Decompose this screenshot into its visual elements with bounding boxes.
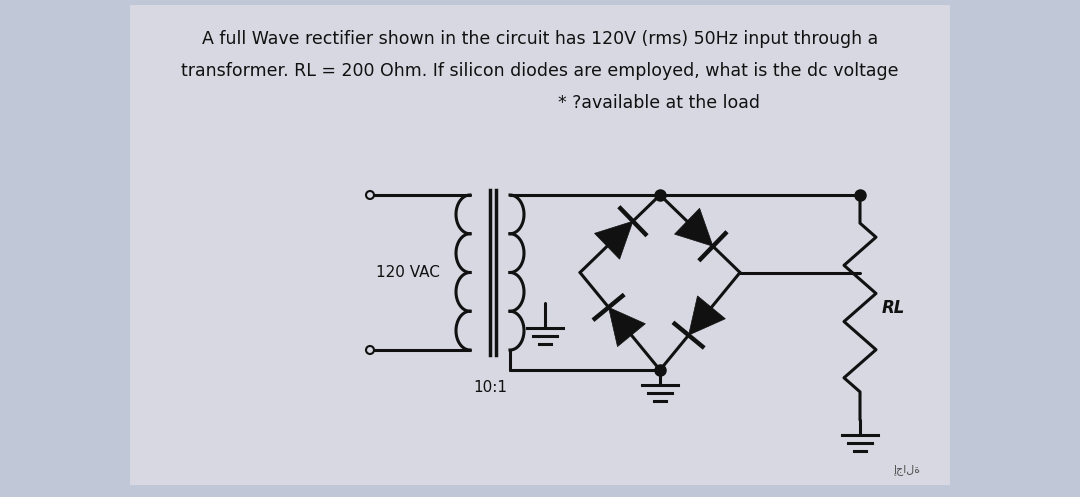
Text: * ?available at the load: * ?available at the load bbox=[558, 94, 760, 112]
Polygon shape bbox=[609, 307, 646, 346]
Polygon shape bbox=[689, 296, 726, 335]
FancyBboxPatch shape bbox=[130, 5, 950, 485]
Text: 120 VAC: 120 VAC bbox=[376, 265, 440, 280]
Text: A full Wave rectifier shown in the circuit has 120V (rms) 50Hz input through a: A full Wave rectifier shown in the circu… bbox=[202, 30, 878, 48]
Text: 10:1: 10:1 bbox=[473, 380, 507, 395]
Polygon shape bbox=[675, 208, 713, 247]
Text: RL: RL bbox=[882, 299, 905, 317]
Text: إجالة: إجالة bbox=[893, 464, 920, 475]
Polygon shape bbox=[595, 221, 633, 259]
Text: transformer. RL = 200 Ohm. If silicon diodes are employed, what is the dc voltag: transformer. RL = 200 Ohm. If silicon di… bbox=[181, 62, 899, 80]
